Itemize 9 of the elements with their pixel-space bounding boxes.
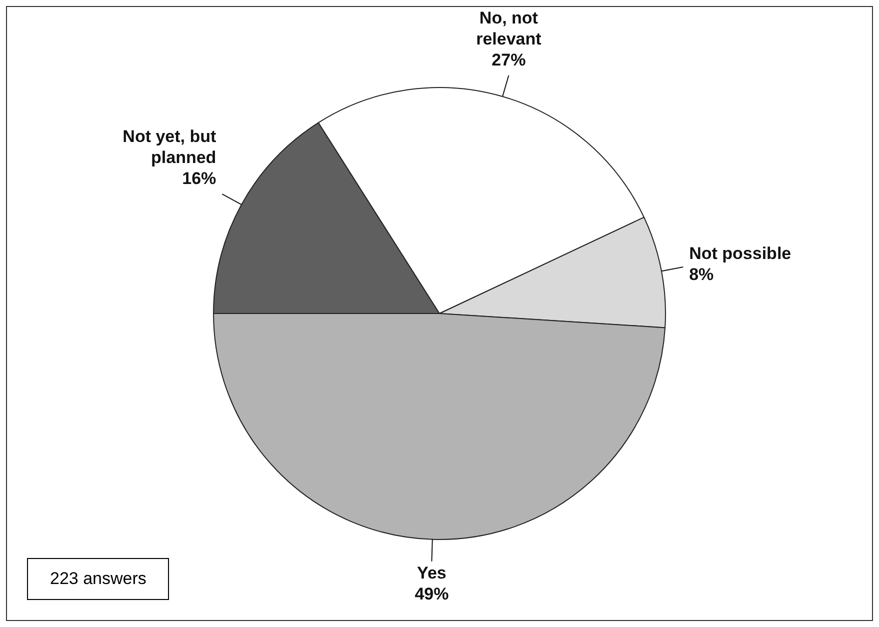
slice-label: Not yet, but planned [122,127,217,168]
slice-label: No, not relevant [476,8,542,49]
data-label: 8% [689,265,714,284]
text: 223 answers [27,558,170,600]
data-label: 27% [492,50,526,70]
slice-label: Not possible [689,244,792,264]
data-label: 16% [182,169,216,188]
data-label: 49% [414,584,449,604]
slice-label: Yes [417,564,446,583]
